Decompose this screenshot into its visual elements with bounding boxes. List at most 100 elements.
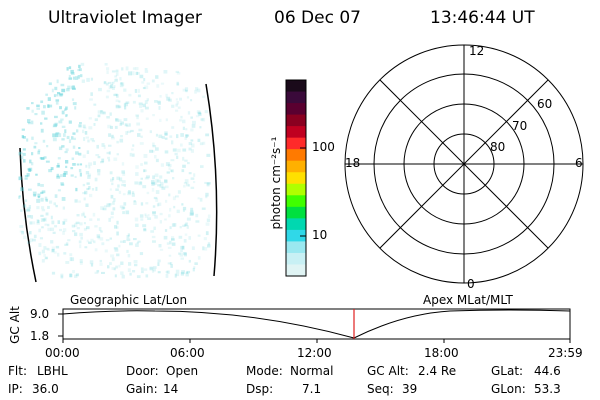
colorbar-tick-label-100: 100 bbox=[312, 140, 335, 154]
aurora-dot bbox=[75, 273, 79, 277]
aurora-dot bbox=[207, 242, 211, 246]
aurora-dot bbox=[64, 108, 67, 111]
aurora-dot bbox=[207, 214, 211, 219]
aurora-dot bbox=[180, 257, 185, 260]
aurora-dot bbox=[155, 178, 159, 182]
aurora-dot bbox=[171, 238, 175, 241]
aurora-dot bbox=[52, 133, 56, 138]
aurora-dot bbox=[159, 184, 164, 188]
aurora-dot bbox=[125, 210, 130, 215]
aurora-dot bbox=[164, 218, 167, 221]
aurora-dot bbox=[45, 256, 48, 259]
aurora-dot bbox=[118, 100, 121, 103]
aurora-dot bbox=[44, 196, 48, 201]
aurora-dot bbox=[66, 67, 69, 71]
aurora-dot bbox=[58, 146, 63, 151]
aurora-dot bbox=[157, 100, 161, 104]
aurora-dot bbox=[139, 105, 143, 108]
aurora-dot bbox=[140, 135, 143, 138]
aurora-dot bbox=[131, 71, 135, 76]
aurora-dot bbox=[115, 226, 119, 229]
aurora-dot bbox=[151, 79, 155, 83]
colorbar-band bbox=[286, 229, 306, 243]
aurora-dot bbox=[40, 100, 44, 104]
aurora-dot bbox=[80, 62, 85, 66]
aurora-dot bbox=[132, 100, 136, 104]
aurora-dot bbox=[129, 272, 132, 276]
aurora-dot bbox=[152, 211, 156, 214]
aurora-dot bbox=[71, 98, 75, 101]
aurora-dot bbox=[122, 193, 126, 196]
aurora-dot bbox=[144, 169, 148, 172]
aurora-dot bbox=[45, 212, 49, 216]
aurora-dot bbox=[128, 123, 131, 127]
aurora-dot bbox=[70, 167, 74, 170]
aurora-dot bbox=[171, 104, 175, 108]
aurora-dot bbox=[113, 247, 118, 250]
aurora-dot bbox=[82, 211, 85, 216]
aurora-dot bbox=[193, 173, 196, 177]
aurora-dot bbox=[155, 158, 159, 163]
aurora-dot bbox=[78, 147, 81, 150]
page-title: Ultraviolet Imager bbox=[48, 8, 202, 28]
aurora-dot bbox=[33, 194, 37, 197]
aurora-dot bbox=[154, 215, 158, 219]
aurora-dot bbox=[56, 94, 59, 97]
aurora-dot bbox=[49, 104, 53, 108]
aurora-dot bbox=[75, 151, 79, 155]
aurora-dot bbox=[154, 173, 159, 178]
aurora-dot bbox=[176, 209, 180, 214]
aurora-dot bbox=[164, 179, 168, 183]
aurora-dot bbox=[145, 274, 149, 278]
aurora-dot bbox=[86, 239, 89, 243]
aurora-dot bbox=[85, 203, 89, 208]
date-label: 06 Dec 07 bbox=[274, 8, 361, 28]
aurora-dot bbox=[152, 268, 156, 272]
aurora-dot bbox=[140, 177, 143, 180]
aurora-dot bbox=[88, 117, 92, 120]
aurora-dot bbox=[56, 173, 60, 177]
aurora-dot bbox=[206, 218, 211, 222]
aurora-dot bbox=[144, 215, 148, 218]
aurora-dot bbox=[130, 129, 134, 133]
aurora-dot bbox=[87, 139, 90, 143]
aurora-dot bbox=[107, 156, 110, 160]
aurora-dot bbox=[104, 249, 108, 253]
aurora-dot bbox=[74, 232, 78, 237]
aurora-dot bbox=[131, 191, 135, 195]
aurora-dot bbox=[185, 134, 190, 137]
aurora-dot bbox=[119, 205, 124, 209]
timeline-xtick-label-2: 12:00 bbox=[297, 346, 332, 360]
aurora-dot bbox=[82, 154, 86, 159]
aurora-dot bbox=[100, 161, 104, 164]
aurora-dot bbox=[60, 275, 64, 279]
aurora-dot bbox=[55, 245, 60, 249]
colorbar-band bbox=[286, 172, 306, 185]
aurora-dot bbox=[182, 126, 185, 130]
aurora-dot bbox=[152, 114, 155, 117]
aurora-dot bbox=[34, 113, 38, 116]
aurora-dot bbox=[28, 168, 32, 172]
status-gcalt-value: 2.4 Re bbox=[418, 364, 457, 378]
status-ip-label: IP: bbox=[8, 382, 23, 396]
aurora-dot bbox=[190, 128, 194, 132]
aurora-dot bbox=[204, 247, 208, 251]
colorbar-band bbox=[286, 195, 306, 208]
aurora-dot bbox=[101, 158, 105, 163]
aurora-dot bbox=[62, 231, 65, 235]
aurora-dot bbox=[168, 254, 172, 257]
aurora-dot bbox=[45, 247, 49, 251]
aurora-dot bbox=[198, 112, 202, 116]
status-dsp-label: Dsp: bbox=[246, 382, 274, 396]
aurora-dot bbox=[81, 79, 85, 83]
timeline-ytick-label-top: 9.0 bbox=[30, 307, 50, 321]
aurora-dot bbox=[103, 145, 106, 150]
aurora-dot bbox=[94, 225, 98, 228]
aurora-dot bbox=[179, 97, 182, 101]
aurora-dot bbox=[68, 74, 71, 78]
aurora-dot bbox=[94, 248, 98, 252]
aurora-dot bbox=[165, 274, 169, 278]
aurora-dot bbox=[90, 238, 94, 242]
aurora-dot bbox=[163, 235, 168, 240]
aurora-dot bbox=[173, 223, 177, 227]
